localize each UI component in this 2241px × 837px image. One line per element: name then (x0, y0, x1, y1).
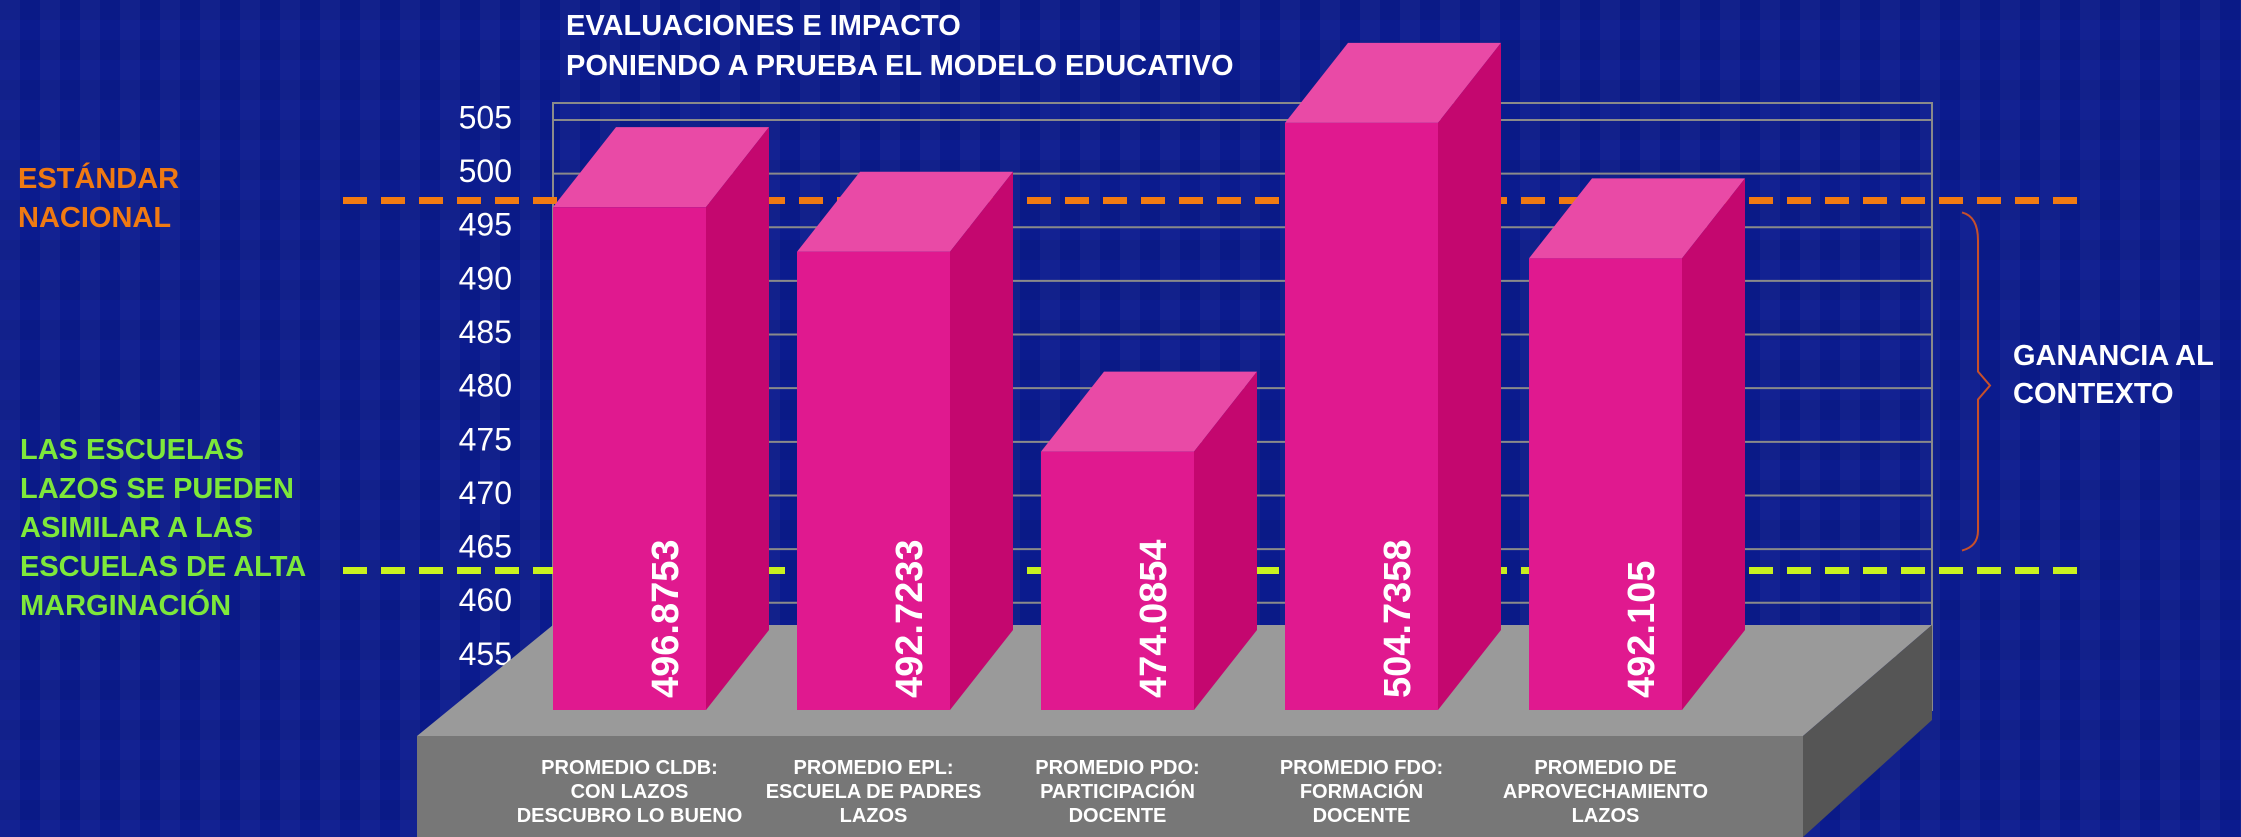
bar-side (1438, 42, 1501, 710)
bar-top (1529, 178, 1745, 259)
bar (553, 207, 706, 710)
y-tick-label: 475 (459, 421, 512, 457)
y-tick-label: 460 (459, 582, 512, 618)
x-tick-label: PROMEDIO FDO: FORMACIÓN DOCENTE (1279, 757, 1444, 827)
bar-side (950, 171, 1013, 711)
x-tick-label: PROMEDIO DE APROVECHAMIENTO LAZOS (1502, 757, 1709, 827)
y-tick-label: 505 (459, 99, 512, 135)
bar-side (1194, 371, 1257, 710)
x-tick-label: PROMEDIO PDO: PARTICIPACIÓN DOCENTE (1035, 757, 1200, 827)
value-label: 496.8753 (645, 540, 687, 699)
value-label: 504.7358 (1377, 540, 1419, 699)
y-tick-label: 500 (459, 153, 512, 189)
y-tick-label: 485 (459, 314, 512, 350)
bar-side (1682, 178, 1745, 710)
y-tick-label: 495 (459, 207, 512, 243)
reference-label: LAS ESCUELAS LAZOS SE PUEDEN ASIMILAR A … (20, 433, 307, 622)
value-label: 492.105 (1621, 561, 1663, 698)
bar (1041, 451, 1194, 710)
bar-top (553, 127, 769, 208)
chart-title: EVALUACIONES E IMPACTO (566, 10, 961, 42)
y-tick-label: 490 (459, 260, 512, 296)
x-tick-label: PROMEDIO EPL: ESCUELA DE PADRES LAZOS (765, 757, 982, 827)
bar (797, 251, 950, 711)
bar (1285, 122, 1438, 710)
value-label: 474.0854 (1133, 540, 1175, 699)
bar-top (797, 171, 1013, 252)
bar-top (1041, 371, 1257, 452)
y-tick-label: 480 (459, 368, 512, 404)
y-tick-label: 465 (459, 529, 512, 565)
chart-subtitle: PONIENDO A PRUEBA EL MODELO EDUCATIVO (566, 50, 1234, 82)
bar-top (1285, 42, 1501, 123)
brace (1961, 211, 1992, 552)
floor-side (1803, 625, 1932, 837)
y-tick-label: 470 (459, 475, 512, 511)
x-tick-label: PROMEDIO CLDB: CON LAZOS DESCUBRO LO BUE… (516, 757, 743, 827)
reference-label: ESTÁNDAR NACIONAL (18, 163, 180, 235)
bar-side (706, 127, 769, 710)
bar (1529, 258, 1682, 710)
floor-front (417, 736, 1803, 837)
value-label: 492.7233 (889, 540, 931, 699)
annotation: GANANCIA AL CONTEXTO (2013, 340, 2214, 410)
